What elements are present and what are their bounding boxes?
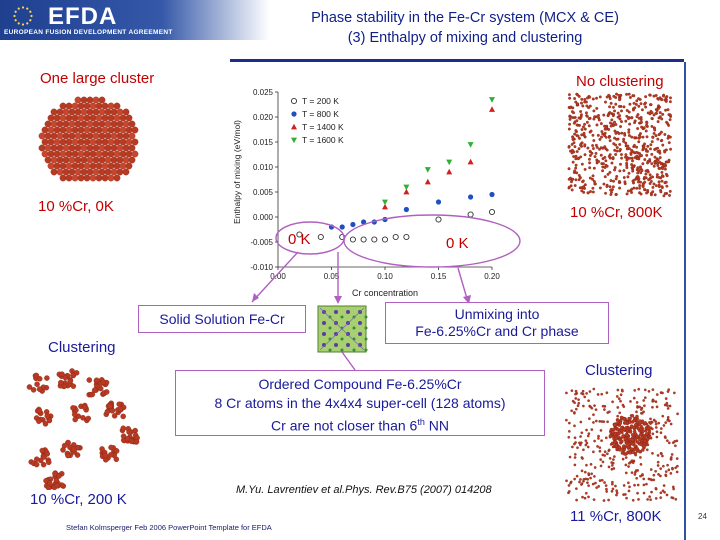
label-one-large-cluster: One large cluster [40, 70, 155, 87]
chart-point-series-3 [446, 159, 453, 166]
chart-point-series-0 [317, 233, 324, 241]
label-zero-k-right: 0 K [446, 235, 469, 252]
no-clustering-image [567, 92, 673, 198]
label-10cr-800k: 10 %Cr, 800K [570, 204, 663, 221]
chart-point-series-0 [339, 233, 346, 241]
chart-point-series-1 [328, 224, 335, 230]
chart-point-series-0 [381, 236, 389, 243]
page-title-line-1: Phase stability in the Fe-Cr system (MCX… [311, 10, 619, 26]
chart-point-series-3 [424, 167, 431, 173]
chart-point-series-1 [382, 216, 388, 223]
chart-point-series-1 [468, 194, 474, 200]
chart-point-series-3 [489, 97, 495, 103]
chart-point-series-3 [382, 199, 388, 206]
label-no-clustering: No clustering [576, 73, 664, 90]
chart-y-tick-label: 0.020 [253, 113, 274, 122]
logo-text: EFDA [48, 3, 118, 30]
clustering-800k-image [565, 387, 679, 502]
chart-point-series-2 [382, 203, 388, 210]
chart-x-tick-label: 0.10 [377, 272, 393, 281]
legend-marker-3 [291, 137, 297, 144]
large-cluster-image [38, 96, 139, 182]
legend-entry-3: T = 1600 K [302, 135, 344, 145]
chart-y-tick-label: 0.000 [253, 213, 274, 222]
chart-x-tick-label: 0.20 [484, 272, 500, 281]
chart-y-tick-label: 0.015 [253, 138, 274, 147]
page-number: 24 [698, 512, 707, 521]
clustering-200k-image [26, 368, 140, 490]
label-zero-k-left: 0 K [288, 231, 311, 248]
chart-point-series-3 [467, 142, 474, 148]
legend-marker-2 [291, 123, 297, 130]
chart-point-series-0 [403, 233, 410, 241]
legend-entry-0: T = 200 K [302, 96, 339, 106]
label-11cr-800k: 11 %Cr, 800K [570, 508, 662, 525]
legend-entry-1: T = 800 K [302, 109, 339, 119]
chart-point-series-2 [424, 178, 431, 185]
logo-band [0, 0, 270, 40]
chart-point-series-1 [403, 206, 409, 213]
page-title-line-2: (3) Enthalpy of mixing and clustering [347, 30, 583, 46]
unmixing-box: Unmixing into Fe-6.25%Cr and Cr phase [385, 302, 609, 344]
title-divider [230, 59, 684, 62]
arrow-ordered [341, 351, 356, 371]
chart-point-series-1 [435, 199, 442, 205]
chart-point-series-0 [371, 236, 378, 243]
chart-point-series-0 [467, 211, 474, 218]
chart-x-tick-label: 0.15 [431, 272, 447, 281]
eu-stars-icon [13, 6, 33, 26]
label-10cr-200k: 10 %Cr, 200 K [30, 491, 127, 508]
chart-x-tick-label: 0.00 [270, 272, 286, 281]
chart-point-series-2 [403, 188, 410, 195]
chart-y-tick-label: -0.005 [250, 238, 273, 247]
chart-point-series-3 [403, 184, 410, 191]
chart-x-tick-label: 0.05 [324, 272, 340, 281]
unmixing-line-2: Fe-6.25%Cr and Cr phase [415, 323, 579, 339]
chart-point-series-0 [435, 216, 442, 223]
solid-solution-text: Solid Solution Fe-Cr [159, 311, 285, 327]
chart-y-tick-label: 0.005 [253, 188, 274, 197]
legend-entry-2: T = 1400 K [302, 122, 344, 132]
chart-point-series-2 [489, 106, 495, 112]
chart-point-series-0 [488, 208, 496, 216]
chart-y-tick-label: 0.025 [253, 88, 274, 97]
reference-citation: M.Yu. Lavrentiev et al.Phys. Rev.B75 (20… [236, 484, 492, 496]
solid-solution-structure-image [317, 305, 368, 353]
chart-point-series-1 [371, 219, 377, 225]
label-clustering-right: Clustering [585, 362, 653, 379]
legend-marker-1 [291, 111, 297, 117]
chart-point-series-1 [489, 191, 495, 198]
unmixing-line-1: Unmixing into [454, 306, 540, 322]
chart-y-tick-label: -0.010 [250, 263, 273, 272]
footer-text: Stefan Kolmsperger Feb 2006 PowerPoint T… [66, 523, 272, 532]
chart-point-series-1 [350, 221, 356, 228]
solid-solution-box: Solid Solution Fe-Cr [138, 305, 306, 333]
chart-y-tick-label: 0.010 [253, 163, 274, 172]
chart-point-series-1 [361, 219, 367, 225]
chart-point-series-2 [467, 158, 474, 165]
chart-x-axis-label: Cr concentration [352, 288, 418, 298]
ordered-compound-box: Ordered Compound Fe-6.25%Cr 8 Cr atoms i… [175, 370, 545, 436]
ordered-line-1: Ordered Compound Fe-6.25%Cr [258, 376, 462, 392]
legend-marker-0 [290, 97, 298, 105]
logo-subtitle: EUROPEAN FUSION DEVELOPMENT AGREEMENT [4, 29, 173, 36]
ordered-line-3: Cr are not closer than 6th NN [271, 417, 449, 434]
chart-point-series-0 [392, 233, 399, 241]
ordered-line-2: 8 Cr atoms in the 4x4x4 super-cell (128 … [214, 395, 506, 411]
chart-point-series-1 [339, 224, 345, 230]
enthalpy-chart: -0.010 -0.005 0.000 0.005 0.010 0.015 0.020 0.0… [232, 88, 500, 298]
label-10cr-0k: 10 %Cr, 0K [38, 198, 114, 215]
right-divider [684, 62, 686, 540]
chart-point-series-0 [360, 236, 367, 243]
label-clustering-left: Clustering [48, 339, 116, 356]
chart-y-axis-label: Enthalpy of mixing (eV/mol) [232, 120, 242, 224]
chart-point-series-0 [349, 236, 356, 243]
chart-point-series-2 [446, 168, 453, 175]
